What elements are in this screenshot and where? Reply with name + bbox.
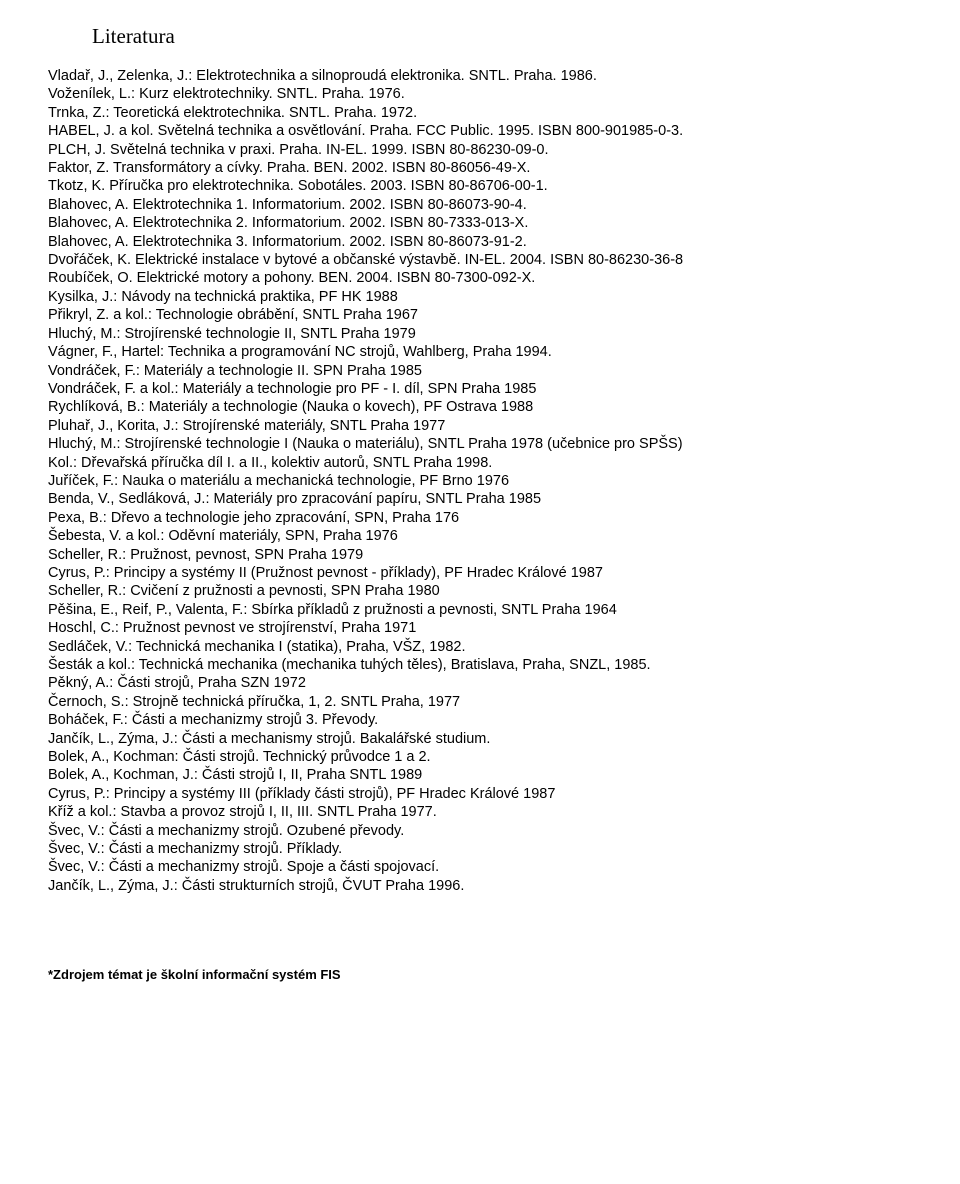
reference-line: Hoschl, C.: Pružnost pevnost ve strojíre… bbox=[48, 619, 912, 637]
reference-line: Pěkný, A.: Části strojů, Praha SZN 1972 bbox=[48, 674, 912, 692]
reference-line: Kříž a kol.: Stavba a provoz strojů I, I… bbox=[48, 803, 912, 821]
reference-line: PLCH, J. Světelná technika v praxi. Prah… bbox=[48, 141, 912, 159]
page-title: Literatura bbox=[92, 24, 912, 49]
reference-line: Juříček, F.: Nauka o materiálu a mechani… bbox=[48, 472, 912, 490]
reference-line: Dvořáček, K. Elektrické instalace v byto… bbox=[48, 251, 912, 269]
reference-line: Vondráček, F.: Materiály a technologie I… bbox=[48, 362, 912, 380]
reference-line: Jančík, L., Zýma, J.: Části strukturních… bbox=[48, 877, 912, 895]
reference-line: Švec, V.: Části a mechanizmy strojů. Ozu… bbox=[48, 822, 912, 840]
reference-line: Vladař, J., Zelenka, J.: Elektrotechnika… bbox=[48, 67, 912, 85]
reference-line: Scheller, R.: Cvičení z pružnosti a pevn… bbox=[48, 582, 912, 600]
reference-line: Cyrus, P.: Principy a systémy II (Pružno… bbox=[48, 564, 912, 582]
reference-line: Jančík, L., Zýma, J.: Části a mechanismy… bbox=[48, 730, 912, 748]
footnote: *Zdrojem témat je školní informační syst… bbox=[48, 967, 912, 982]
reference-line: Faktor, Z. Transformátory a cívky. Praha… bbox=[48, 159, 912, 177]
reference-line: Blahovec, A. Elektrotechnika 2. Informat… bbox=[48, 214, 912, 232]
reference-line: Hluchý, M.: Strojírenské technologie I (… bbox=[48, 435, 912, 453]
reference-line: Vondráček, F. a kol.: Materiály a techno… bbox=[48, 380, 912, 398]
reference-line: Kysilka, J.: Návody na technická praktik… bbox=[48, 288, 912, 306]
reference-line: Blahovec, A. Elektrotechnika 3. Informat… bbox=[48, 233, 912, 251]
reference-line: Pěšina, E., Reif, P., Valenta, F.: Sbírk… bbox=[48, 601, 912, 619]
reference-line: Bolek, A., Kochman: Části strojů. Techni… bbox=[48, 748, 912, 766]
reference-line: HABEL, J. a kol. Světelná technika a osv… bbox=[48, 122, 912, 140]
reference-line: Hluchý, M.: Strojírenské technologie II,… bbox=[48, 325, 912, 343]
reference-line: Cyrus, P.: Principy a systémy III (příkl… bbox=[48, 785, 912, 803]
reference-line: Šebesta, V. a kol.: Oděvní materiály, SP… bbox=[48, 527, 912, 545]
reference-line: Trnka, Z.: Teoretická elektrotechnika. S… bbox=[48, 104, 912, 122]
reference-line: Sedláček, V.: Technická mechanika I (sta… bbox=[48, 638, 912, 656]
reference-line: Voženílek, L.: Kurz elektrotechniky. SNT… bbox=[48, 85, 912, 103]
reference-line: Šesták a kol.: Technická mechanika (mech… bbox=[48, 656, 912, 674]
reference-line: Vágner, F., Hartel: Technika a programov… bbox=[48, 343, 912, 361]
reference-line: Scheller, R.: Pružnost, pevnost, SPN Pra… bbox=[48, 546, 912, 564]
reference-line: Švec, V.: Části a mechanizmy strojů. Spo… bbox=[48, 858, 912, 876]
reference-line: Bolek, A., Kochman, J.: Části strojů I, … bbox=[48, 766, 912, 784]
reference-line: Boháček, F.: Části a mechanizmy strojů 3… bbox=[48, 711, 912, 729]
reference-line: Kol.: Dřevařská příručka díl I. a II., k… bbox=[48, 454, 912, 472]
reference-line: Tkotz, K. Příručka pro elektrotechnika. … bbox=[48, 177, 912, 195]
references-block: Vladař, J., Zelenka, J.: Elektrotechnika… bbox=[48, 67, 912, 895]
reference-line: Benda, V., Sedláková, J.: Materiály pro … bbox=[48, 490, 912, 508]
reference-line: Rychlíková, B.: Materiály a technologie … bbox=[48, 398, 912, 416]
reference-line: Švec, V.: Části a mechanizmy strojů. Pří… bbox=[48, 840, 912, 858]
reference-line: Pluhař, J., Korita, J.: Strojírenské mat… bbox=[48, 417, 912, 435]
reference-line: Pexa, B.: Dřevo a technologie jeho zprac… bbox=[48, 509, 912, 527]
reference-line: Černoch, S.: Strojně technická příručka,… bbox=[48, 693, 912, 711]
reference-line: Roubíček, O. Elektrické motory a pohony.… bbox=[48, 269, 912, 287]
reference-line: Přikryl, Z. a kol.: Technologie obrábění… bbox=[48, 306, 912, 324]
reference-line: Blahovec, A. Elektrotechnika 1. Informat… bbox=[48, 196, 912, 214]
